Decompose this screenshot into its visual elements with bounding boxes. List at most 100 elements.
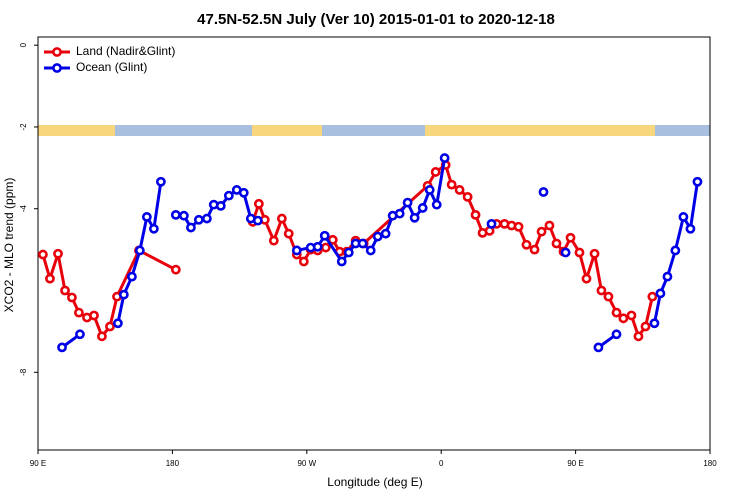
point	[538, 187, 549, 197]
land-band	[425, 125, 655, 136]
point	[565, 232, 576, 243]
point	[156, 176, 166, 187]
point	[298, 256, 309, 267]
point	[312, 241, 323, 252]
point	[470, 209, 481, 220]
point	[431, 199, 442, 210]
point	[424, 185, 435, 195]
point	[560, 247, 571, 258]
point	[105, 321, 115, 332]
point	[319, 230, 330, 241]
legend-label: Ocean (Glint)	[76, 60, 147, 74]
ocean-band	[322, 125, 425, 136]
chart-title: 47.5N-52.5N July (Ver 10) 2015-01-01 to …	[197, 11, 555, 28]
point	[662, 271, 673, 282]
point	[581, 273, 592, 284]
point	[430, 167, 441, 177]
point	[57, 342, 67, 353]
point	[252, 215, 263, 226]
point	[343, 247, 354, 258]
x-tick-label: 180	[703, 459, 717, 468]
point	[253, 198, 264, 209]
ocean-band	[115, 125, 252, 136]
y-tick-label: -8	[19, 368, 28, 376]
point	[60, 285, 70, 296]
point	[544, 220, 555, 231]
x-tick-label: 180	[166, 459, 180, 468]
y-axis-label: XCO2 - MLO trend (ppm)	[2, 178, 16, 313]
point	[53, 248, 63, 259]
point	[178, 210, 189, 221]
point	[551, 238, 562, 249]
point	[529, 244, 540, 255]
point	[446, 179, 457, 190]
point	[486, 218, 497, 229]
point	[603, 291, 614, 302]
point	[633, 331, 644, 342]
point	[134, 245, 145, 256]
legend-marker	[52, 47, 62, 57]
x-tick-label: 90 E	[30, 459, 46, 468]
map-strip	[38, 125, 710, 136]
x-axis-label: Longitude (deg E)	[327, 475, 422, 489]
point	[201, 213, 212, 224]
point	[649, 318, 660, 329]
point	[276, 213, 287, 224]
point	[439, 153, 450, 163]
point	[521, 239, 532, 250]
point	[409, 212, 420, 223]
point	[38, 249, 48, 260]
point	[186, 222, 196, 233]
point	[536, 226, 547, 237]
point	[365, 245, 376, 256]
point	[692, 176, 703, 187]
legend	[40, 39, 185, 81]
point	[513, 221, 524, 232]
land-band	[38, 125, 115, 136]
point	[626, 310, 637, 321]
point	[74, 307, 84, 318]
x-tick-label: 0	[439, 459, 444, 468]
point	[170, 209, 181, 220]
point	[462, 191, 473, 202]
point	[589, 248, 600, 259]
x-tick-label: 90 E	[567, 459, 583, 468]
point	[655, 288, 666, 299]
y-tick-label: -4	[19, 205, 28, 213]
point	[170, 264, 181, 275]
point	[372, 231, 383, 242]
point	[618, 313, 629, 324]
point	[574, 247, 585, 258]
point	[593, 342, 604, 353]
point	[238, 187, 249, 198]
point	[454, 185, 465, 195]
point	[97, 331, 107, 342]
y-tick-label: -2	[19, 123, 28, 131]
x-tick-label: 90 W	[297, 459, 316, 468]
point	[127, 271, 137, 282]
point	[283, 228, 294, 239]
point	[394, 208, 405, 219]
land-band	[252, 125, 322, 136]
legend-label: Land (Nadir&Glint)	[76, 44, 175, 58]
point	[223, 190, 234, 201]
plot-frame	[37, 36, 711, 451]
point	[647, 291, 658, 302]
point	[320, 242, 331, 253]
point	[148, 223, 159, 234]
point	[611, 307, 622, 318]
point	[670, 245, 681, 256]
point	[678, 212, 689, 222]
legend-marker	[52, 63, 62, 73]
point	[268, 235, 279, 246]
point	[66, 292, 77, 303]
point	[118, 289, 129, 300]
point	[141, 212, 152, 222]
point	[380, 228, 391, 239]
point	[357, 238, 368, 249]
point	[685, 223, 696, 234]
point	[611, 329, 622, 340]
point	[336, 256, 347, 267]
point	[402, 197, 413, 208]
